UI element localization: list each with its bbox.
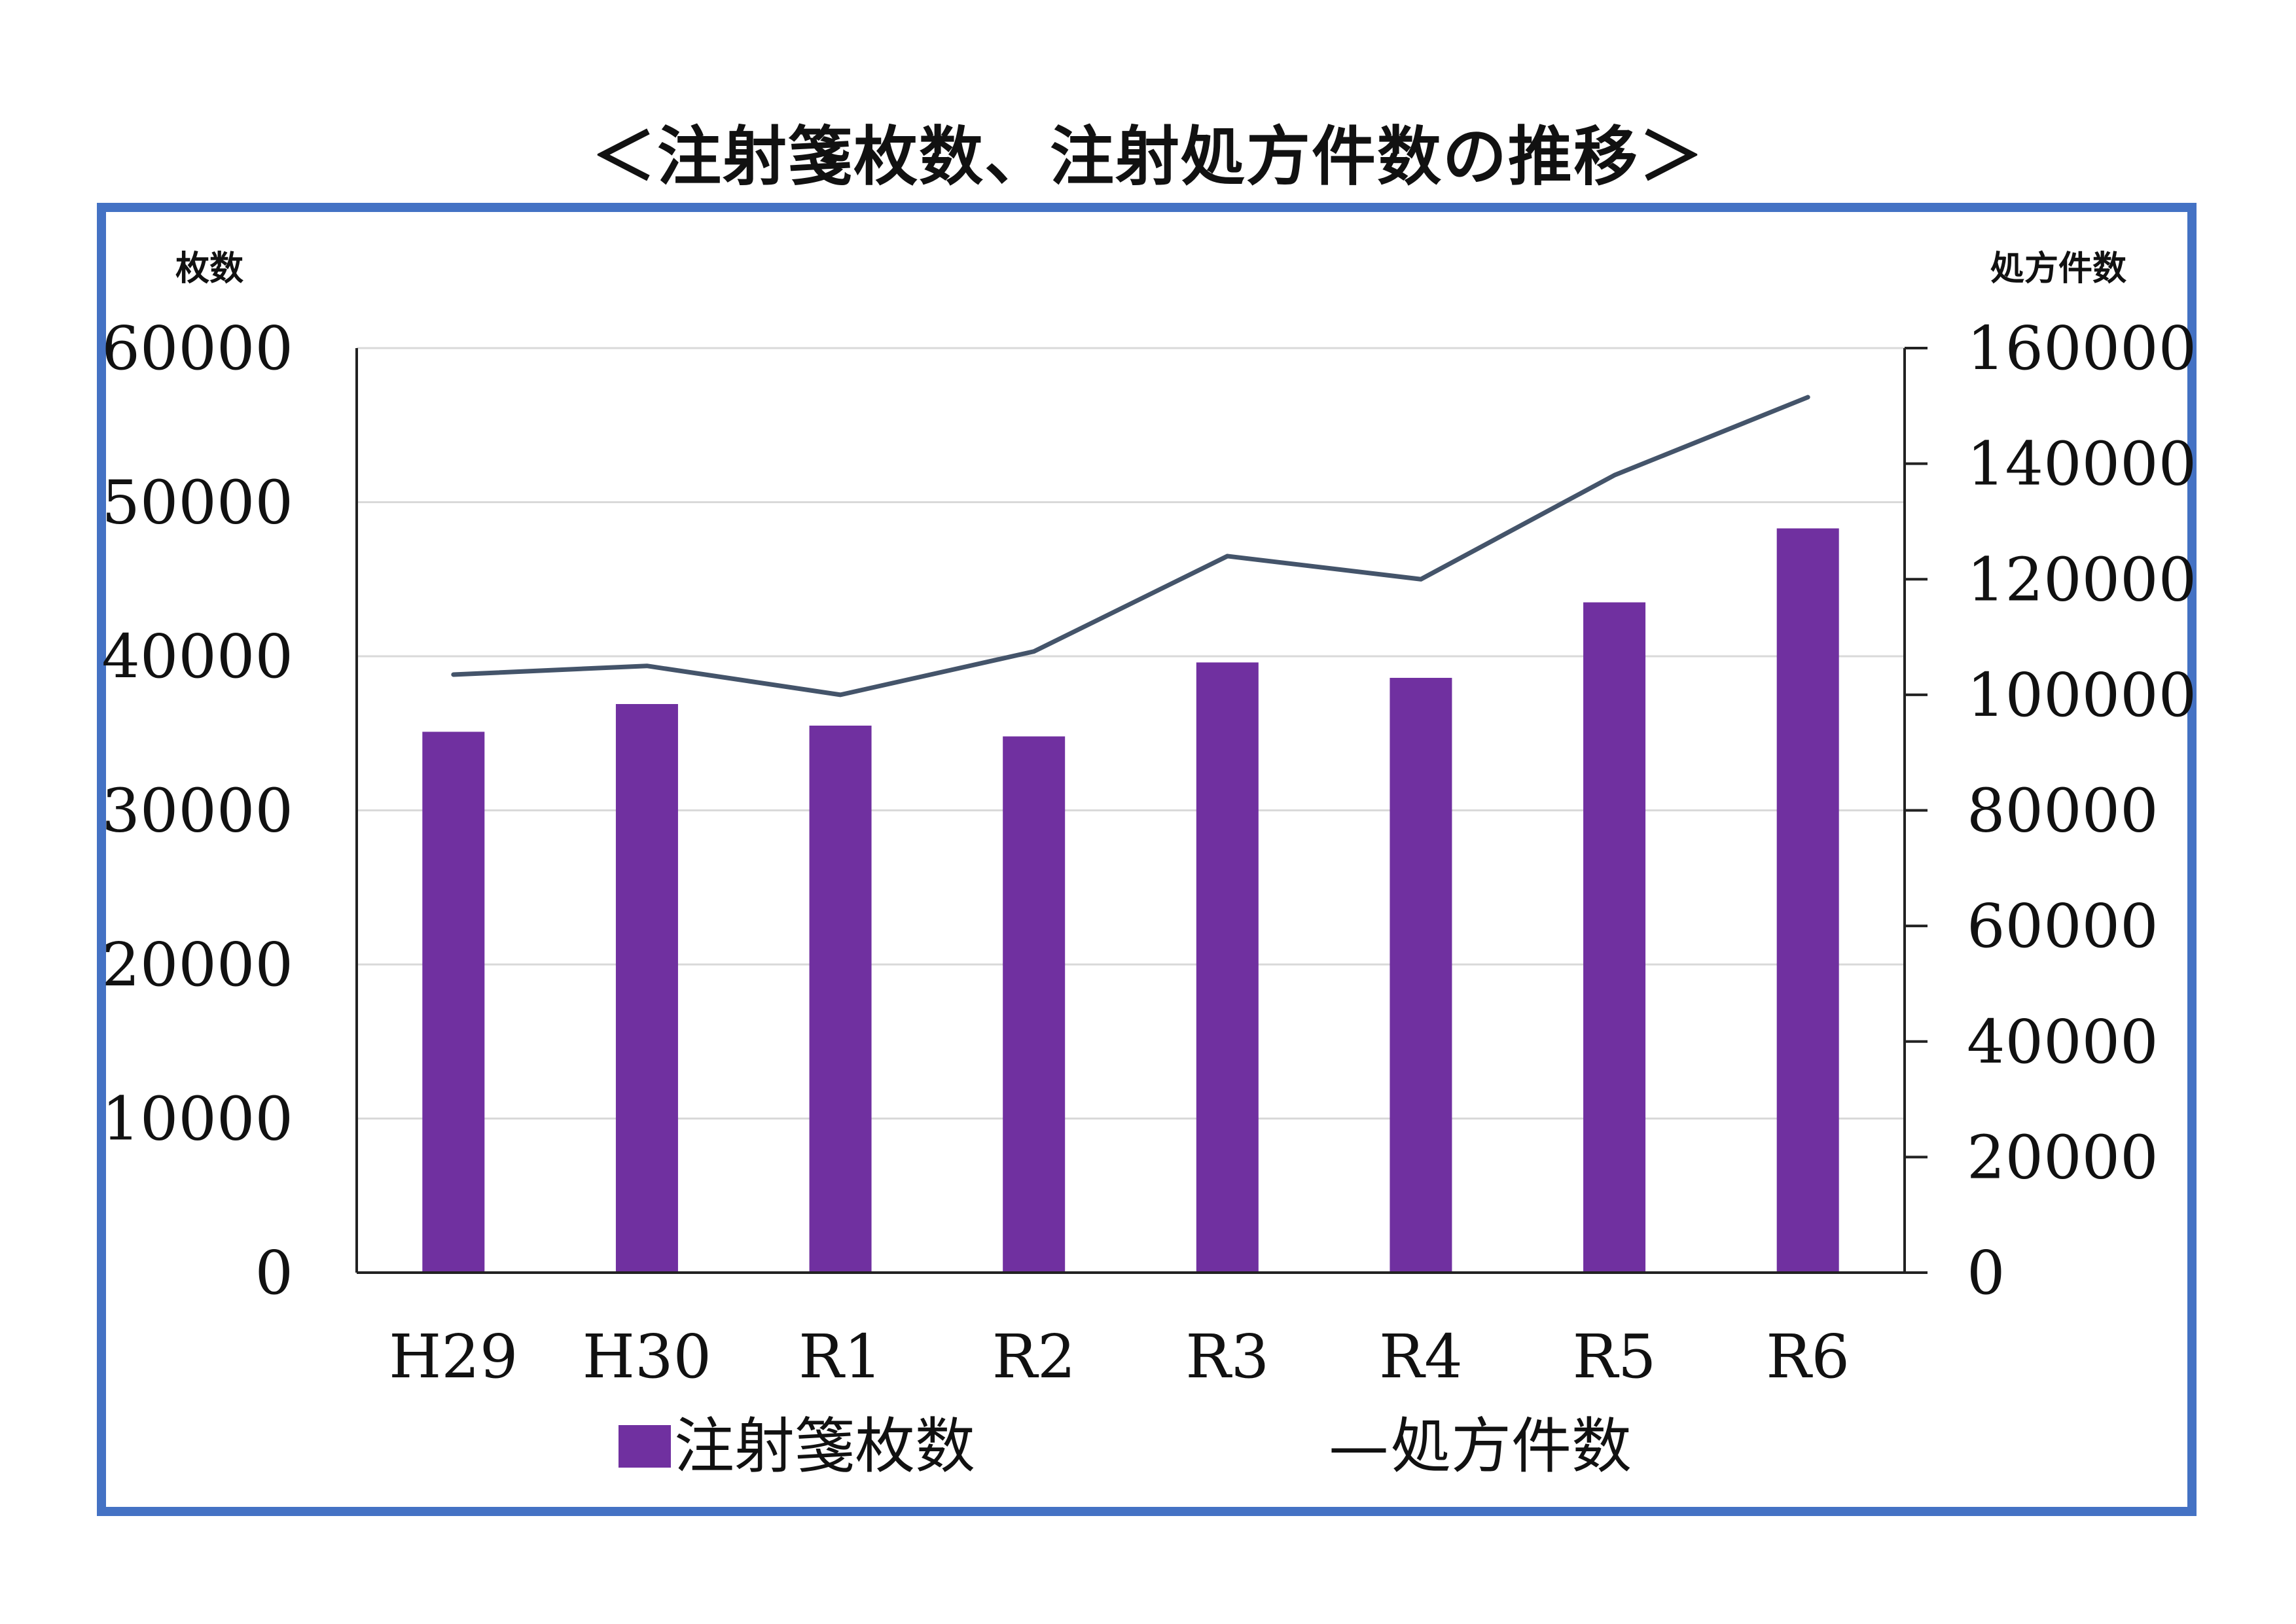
- category-label: R5: [1573, 1322, 1657, 1392]
- right-tick-label: 100000: [1967, 660, 2197, 730]
- legend-line-icon: —: [1329, 1411, 1389, 1481]
- right-tick-label: 20000: [1967, 1122, 2159, 1192]
- left-axis-unit-label: 枚数: [175, 249, 243, 289]
- right-tick-label: 0: [1967, 1238, 2005, 1308]
- chart-title: ＜注射箋枚数、注射処方件数の推移＞: [591, 120, 1704, 194]
- left-tick-label: 60000: [101, 313, 293, 383]
- bar-R4: [1390, 677, 1452, 1273]
- category-label: R6: [1766, 1322, 1850, 1392]
- category-label: R3: [1185, 1322, 1269, 1392]
- chart-frame: [97, 203, 2197, 1516]
- category-label: H29: [389, 1322, 518, 1392]
- bar-H29: [422, 732, 485, 1273]
- bar-series: [422, 528, 1839, 1273]
- left-tick-label: 30000: [101, 776, 293, 846]
- category-label: H30: [583, 1322, 711, 1392]
- left-tick-label: 40000: [101, 622, 293, 692]
- right-tick-label: 160000: [1967, 313, 2197, 383]
- category-label: R4: [1379, 1322, 1463, 1392]
- right-tick-label: 40000: [1967, 1007, 2159, 1077]
- right-axis-unit-label: 処方件数: [1990, 249, 2126, 289]
- line-series: [451, 395, 1810, 697]
- legend-line-label: 処方件数: [1391, 1411, 1632, 1481]
- left-tick-label: 50000: [101, 468, 293, 538]
- category-label: R1: [798, 1322, 882, 1392]
- tick-labels: 0 10000 20000 30000 40000 50000 60000 0 20000 400…: [101, 313, 2197, 1308]
- left-tick-label: 20000: [101, 930, 293, 1000]
- gridlines: [357, 347, 1905, 1120]
- bar-R3: [1196, 662, 1259, 1273]
- legend-bar-swatch: [619, 1425, 671, 1468]
- legend-bar-label: 注射箋枚数: [674, 1411, 975, 1481]
- right-tick-label: 80000: [1967, 776, 2159, 846]
- category-labels: H29 H30 R1 R2 R3 R4 R5 R6: [389, 1322, 1850, 1392]
- legend: 注射箋枚数 — 処方件数: [619, 1411, 1632, 1481]
- left-tick-label: 10000: [101, 1084, 293, 1154]
- bar-R6: [1776, 528, 1839, 1273]
- line-prescriptions: [451, 395, 1810, 697]
- bar-R2: [1003, 736, 1066, 1273]
- right-tick-label: 120000: [1967, 544, 2197, 614]
- left-tick-label: 0: [255, 1238, 293, 1308]
- bar-R1: [809, 725, 872, 1273]
- bar-H30: [615, 704, 678, 1273]
- right-tick-label: 140000: [1967, 429, 2197, 499]
- category-label: R2: [992, 1322, 1076, 1392]
- right-tick-label: 60000: [1967, 891, 2159, 961]
- bar-R5: [1583, 602, 1646, 1273]
